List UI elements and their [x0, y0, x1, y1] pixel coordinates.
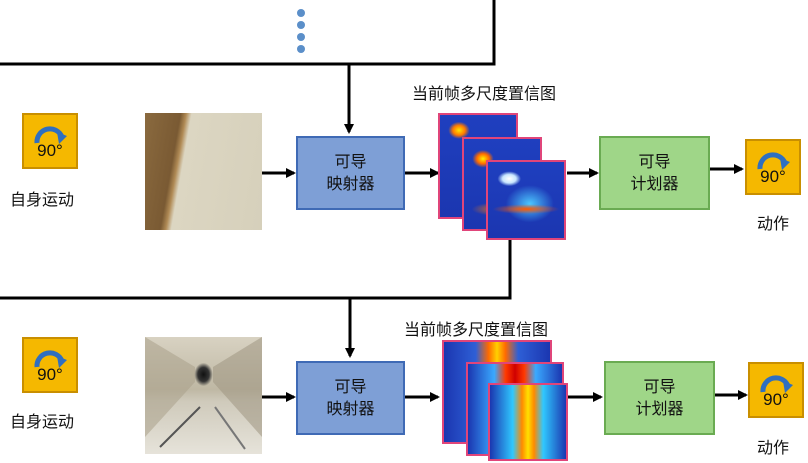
rotate-right-icon: 90°: [22, 113, 78, 169]
rotate-right-icon: 90°: [748, 362, 804, 418]
differentiable-mapper-box: 可导 映射器: [296, 361, 405, 435]
ellipsis-dot: [297, 33, 305, 41]
confidence-map-title: 当前帧多尺度置信图: [404, 320, 549, 339]
differentiable-planner-box: 可导 计划器: [604, 361, 715, 435]
ellipsis-dot: [297, 21, 305, 29]
action-label: 动作: [757, 214, 790, 233]
angle-value: 90°: [37, 365, 63, 384]
angle-value: 90°: [760, 167, 786, 186]
differentiable-planner-box: 可导 计划器: [599, 136, 710, 210]
map-feedback-line: [0, 240, 512, 300]
confidence-heatmap: [488, 383, 568, 461]
confidence-heatmap: [486, 160, 566, 240]
camera-frame-hallway: [145, 337, 262, 454]
ego-motion-label: 自身运动: [10, 412, 75, 431]
previous-map-line: [0, 0, 496, 66]
action-label: 动作: [757, 438, 790, 457]
ellipsis-dot: [297, 45, 305, 53]
rotate-right-icon: 90°: [22, 337, 78, 393]
angle-value: 90°: [37, 141, 63, 160]
differentiable-mapper-box: 可导 映射器: [296, 136, 405, 210]
ellipsis-dot: [297, 9, 305, 17]
rotate-right-icon: 90°: [745, 139, 801, 195]
angle-value: 90°: [763, 390, 789, 409]
camera-frame-wall: [145, 113, 262, 230]
confidence-map-title: 当前帧多尺度置信图: [412, 84, 557, 103]
ego-motion-label: 自身运动: [10, 190, 75, 209]
